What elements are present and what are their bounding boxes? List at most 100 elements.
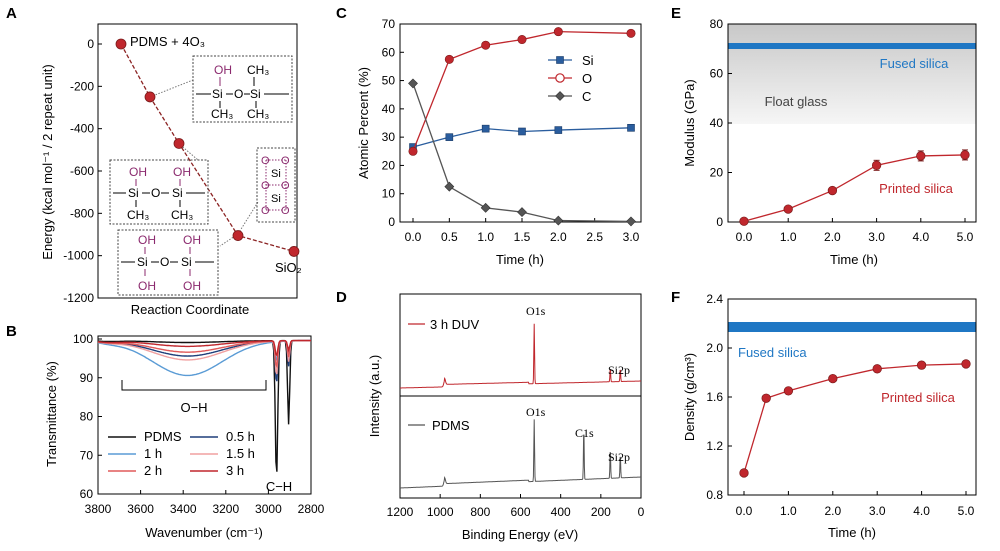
panel-label-d: D [336,289,347,306]
y-tick-label: 60 [80,487,94,501]
modulus-point [916,151,926,161]
y-tick-label: -1200 [63,291,94,305]
legend-label-b: 1 h [144,446,162,461]
data-point-c [481,124,490,133]
legend-marker-c [555,91,565,101]
svg-text:OH: OH [173,165,191,179]
legend-label-b: 2 h [144,463,162,478]
svg-text:CH₃: CH₃ [211,107,233,121]
legend-c: Si OC [548,53,594,104]
y-axis-label-d: Intensity (a.u.) [367,355,382,437]
ftir-line [97,339,311,472]
y-tick-label: 90 [80,371,94,385]
energy-point [144,91,156,103]
spectrum-line [400,419,641,489]
structure-box-3: OH OH Si O Si OH OH [117,229,219,296]
x-tick-label: 600 [510,505,530,519]
x-tick-label: 1.0 [780,504,797,518]
legend-label-pdms: PDMS [432,418,470,433]
y-axis-label-f: Density (g/cm³) [682,353,697,441]
y-axis-label-c: Atomic Percent (%) [356,67,371,179]
x-tick-label: 2.5 [586,230,603,244]
x-tick-label: 3.0 [868,230,885,244]
panel-e: E Fused silica Float glass 0.0 1.0 2.0 3.0 4… [671,5,977,267]
x-axis-label-f: Time (h) [828,525,876,540]
svg-text:O: O [151,186,160,200]
data-point-c [444,181,455,192]
y-ticks-a: 0 -200 -400 -600 -800 -1000 -1200 [63,37,102,305]
y-tick-label: 20 [710,166,724,180]
svg-text:Si: Si [212,87,223,101]
modulus-line [743,154,966,222]
fused-silica-bar-e [728,43,976,49]
float-glass-label: Float glass [765,94,828,109]
data-point-c [554,126,563,134]
y-axis-label-a: Energy (kcal mol⁻¹ / 2 repeat unit) [40,64,55,259]
energy-point [173,138,185,149]
x-tick-label: 4.0 [912,230,929,244]
x-tick-label: 1.0 [780,230,797,244]
y-tick-label: 10 [382,187,396,201]
legend-label-b: PDMS [144,429,182,444]
x-tick-label: 2.0 [824,504,841,518]
data-point-c [626,216,636,227]
svg-text:OH: OH [183,233,201,247]
xps-atomic-series [408,27,636,227]
y-tick-label: 0 [388,215,395,229]
y-axis-label-b: Transmittance (%) [44,361,59,467]
density-line [743,363,967,474]
spectrum-line [400,323,641,389]
x-tick-label: 800 [470,505,490,519]
peak-label-si2p-top: Si2p [608,363,630,377]
y-tick-label: 2.0 [706,341,723,355]
svg-text:Si: Si [128,186,139,200]
panel-label-f: F [671,289,680,306]
ticks-d: 1200 1000 800 600 400 200 0 [387,494,645,519]
modulus-point [827,185,838,196]
fused-silica-label-f: Fused silica [738,345,807,360]
y-tick-label: -1000 [63,249,94,263]
data-point-c [517,207,527,218]
x-tick-label: 4.0 [913,504,930,518]
svg-text:OH: OH [129,165,147,179]
data-point-c [553,27,563,37]
y-tick-label: -200 [70,79,94,93]
plot-frame-a [97,23,298,299]
svg-text:O: O [281,180,290,192]
data-point-c [445,133,454,141]
x-tick-label: 0.0 [736,504,753,518]
ch-label: C−H [266,479,292,494]
svg-text:Si: Si [271,168,281,180]
printed-silica-label-f: Printed silica [881,390,955,405]
ticks-e: 0.0 1.0 2.0 3.0 4.0 5.0 0 20 40 60 80 [710,17,974,244]
y-tick-label: 1.6 [706,390,723,404]
x-tick-label: 5.0 [958,504,975,518]
y-tick-label: 60 [382,45,396,59]
energy-point [232,230,244,241]
plot-frame-b [97,335,312,495]
y-tick-label: 100 [73,332,93,346]
svg-text:OH: OH [214,63,232,77]
panel-c: C 0.0 0.5 1.0 1.5 2.0 2.5 3.0 0 10 20 30 40 50 60 70 S… [336,5,642,267]
structure-box-2: OH OH Si O Si CH₃ CH₃ [109,159,209,225]
energy-point [115,38,127,50]
x-tick-label: 1.5 [514,230,531,244]
ftir-line [97,339,311,357]
y-tick-label: 40 [710,116,724,130]
data-point-c [480,202,491,213]
svg-text:O: O [281,205,290,217]
panel-b: B 3800 3600 3400 3200 3000 2800 100 90 80 70 60 O−… [6,323,325,540]
density-point [916,360,927,370]
svg-text:O: O [234,87,243,101]
energy-series-a [115,38,300,257]
data-point-c [627,124,635,132]
peak-label-si2p-bottom: Si2p [608,450,630,464]
y-tick-label: 20 [382,158,396,172]
start-label: PDMS + 4O₃ [130,34,205,49]
connector-lines-a [149,79,259,247]
x-axis-label-e: Time (h) [830,252,878,267]
svg-text:OH: OH [138,233,156,247]
legend-label-c: Si [582,53,594,68]
x-tick-label: 3400 [170,502,197,516]
density-point [961,359,971,369]
